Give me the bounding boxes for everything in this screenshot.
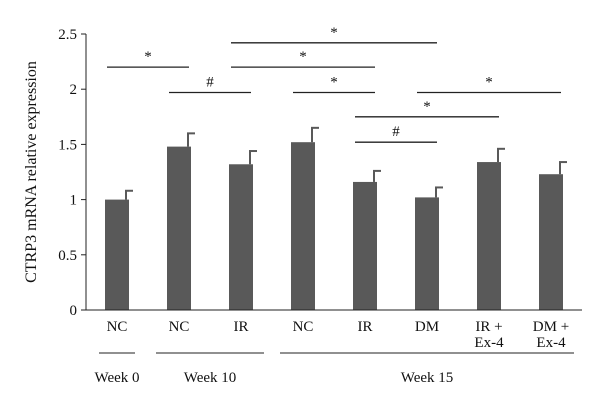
significance-symbol: *: [485, 75, 493, 91]
category-label: IR: [358, 319, 373, 335]
bar: [291, 142, 315, 310]
significance-symbol: *: [423, 99, 431, 115]
y-tick-label: 2: [70, 82, 78, 98]
significance-symbol: *: [299, 49, 307, 65]
y-tick-label: 0.5: [58, 248, 77, 264]
bar: [353, 181, 377, 310]
category-label: Ex-4: [474, 335, 504, 351]
bar: [415, 197, 439, 310]
bar: [229, 164, 253, 310]
category-label: NC: [169, 319, 190, 335]
y-tick-label: 2.5: [58, 27, 77, 43]
y-tick-label: 1.5: [58, 137, 77, 153]
bar: [477, 162, 501, 310]
significance-symbol: *: [330, 75, 338, 91]
category-label: Ex-4: [536, 335, 566, 351]
group-label: Week 10: [184, 370, 237, 386]
y-axis-title: CTRP3 mRNA relative expression: [23, 61, 40, 283]
y-tick-label: 0: [70, 303, 78, 319]
bar: [167, 146, 191, 310]
category-label: DM: [415, 319, 439, 335]
significance-symbol: #: [206, 75, 214, 91]
bar: [539, 174, 563, 310]
category-label: NC: [107, 319, 128, 335]
category-label: IR +: [475, 319, 502, 335]
y-tick-label: 1: [70, 193, 78, 209]
group-label: Week 15: [401, 370, 454, 386]
category-label: DM +: [533, 319, 569, 335]
bar: [105, 199, 129, 310]
category-label: NC: [293, 319, 314, 335]
category-label: IR: [234, 319, 249, 335]
group-label: Week 0: [94, 370, 139, 386]
significance-symbol: #: [392, 124, 400, 140]
significance-symbol: *: [144, 49, 152, 65]
significance-symbol: *: [330, 25, 338, 41]
